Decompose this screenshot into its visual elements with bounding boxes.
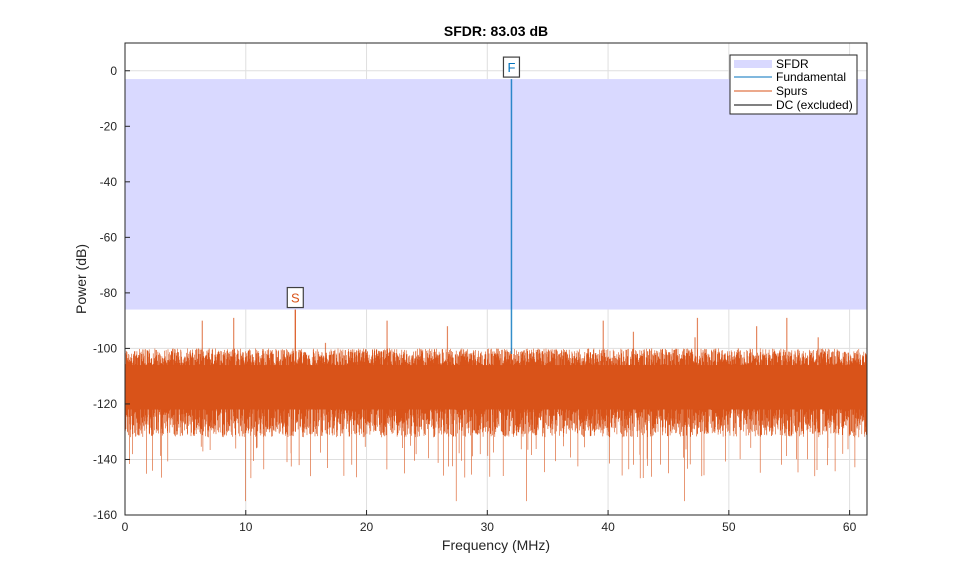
x-axis-label: Frequency (MHz) (442, 537, 550, 553)
legend-label-dc: DC (excluded) (776, 98, 853, 112)
markers: FS (286, 56, 521, 309)
legend-label-spurs: Spurs (776, 84, 807, 98)
x-tick-label: 60 (843, 520, 857, 534)
y-axis-label: Power (dB) (73, 244, 89, 314)
chart-title: SFDR: 83.03 dB (444, 23, 548, 39)
fundamental-marker-label: F (507, 60, 515, 75)
noise-floor-fill (125, 365, 867, 410)
legend-swatch-sfdr (734, 60, 772, 68)
y-tick-label: -60 (100, 230, 118, 244)
y-tick-label: -140 (93, 452, 117, 466)
y-tick-label: -120 (93, 397, 117, 411)
spur-marker-label: S (291, 291, 300, 306)
fundamental-marker-box (502, 56, 521, 78)
y-tick-label: -20 (100, 119, 118, 133)
ticks: 0 10 20 30 40 50 60 0 -20 -40 -60 -80 -100 -120 -140 -1… (93, 64, 857, 534)
sfdr-band (125, 79, 867, 310)
y-tick-label: -160 (93, 508, 117, 522)
x-tick-label: 40 (601, 520, 615, 534)
spurs-series (124, 309, 868, 502)
y-tick-label: 0 (110, 64, 117, 78)
y-tick-label: -40 (100, 175, 118, 189)
x-tick-label: 0 (122, 520, 129, 534)
x-tick-label: 50 (722, 520, 736, 534)
legend-label-fundamental: Fundamental (776, 70, 846, 84)
legend-label-sfdr: SFDR (776, 57, 809, 71)
plot-frame (124, 42, 868, 516)
y-tick-label: -100 (93, 341, 117, 355)
legend: SFDR Fundamental Spurs DC (excluded) (729, 54, 858, 115)
y-tick-label: -80 (100, 286, 118, 300)
x-tick-label: 20 (360, 520, 374, 534)
x-tick-label: 30 (481, 520, 495, 534)
spur-marker-box (286, 286, 304, 309)
x-tick-label: 10 (239, 520, 253, 534)
